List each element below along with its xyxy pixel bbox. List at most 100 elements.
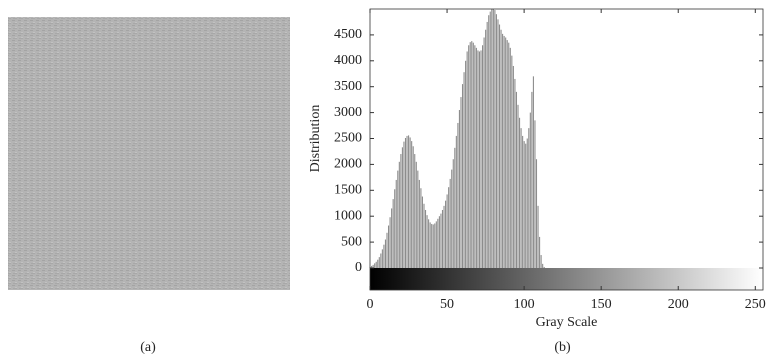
- y-tick-label: 500: [341, 234, 362, 249]
- y-tick-label: 3000: [334, 105, 362, 120]
- bar: [530, 113, 531, 268]
- y-tick-label: 4500: [334, 27, 362, 42]
- bar: [539, 237, 540, 268]
- bar: [408, 135, 409, 268]
- bar: [439, 216, 440, 268]
- bar: [374, 263, 375, 268]
- bar: [388, 226, 389, 268]
- bar: [377, 260, 378, 268]
- y-tick-label: 2500: [334, 131, 362, 146]
- bar: [431, 224, 432, 268]
- bar: [534, 120, 535, 268]
- bar: [406, 136, 407, 268]
- bar: [488, 15, 489, 268]
- bar: [453, 159, 454, 268]
- x-tick-label: 150: [591, 297, 612, 312]
- bar: [465, 61, 466, 268]
- gray-ramp: [370, 268, 763, 290]
- bar: [524, 141, 525, 268]
- bar: [425, 210, 426, 268]
- bar: [402, 147, 403, 268]
- bar: [517, 105, 518, 268]
- bar: [462, 84, 463, 268]
- bar: [397, 171, 398, 268]
- bar: [525, 144, 526, 268]
- bar: [519, 118, 520, 268]
- bar: [464, 72, 465, 268]
- bar: [505, 37, 506, 268]
- bar: [433, 224, 434, 268]
- bar: [390, 217, 391, 268]
- bar: [474, 45, 475, 268]
- bar: [514, 79, 515, 268]
- bar: [541, 255, 542, 268]
- bar: [379, 257, 380, 268]
- bar: [528, 128, 529, 268]
- panel-label: (a): [140, 340, 156, 355]
- x-tick-label: 0: [367, 297, 374, 312]
- bar: [491, 9, 492, 268]
- bar: [454, 148, 455, 268]
- bar: [448, 187, 449, 268]
- bar: [468, 45, 469, 268]
- bar: [386, 233, 387, 268]
- bar: [443, 206, 444, 268]
- bar: [423, 204, 424, 268]
- bar: [451, 170, 452, 268]
- bar: [493, 9, 494, 268]
- bar: [522, 136, 523, 268]
- bar: [427, 215, 428, 268]
- bar: [410, 137, 411, 268]
- bar: [445, 201, 446, 268]
- bar: [393, 199, 394, 268]
- bar: [419, 180, 420, 268]
- bar: [499, 25, 500, 268]
- bar: [484, 37, 485, 268]
- y-axis-label: Distribution: [308, 105, 323, 173]
- bar: [394, 189, 395, 268]
- bar: [485, 30, 486, 268]
- bar: [442, 210, 443, 268]
- bar: [531, 92, 532, 268]
- figure: (a) 050010001500200025003000350040004500…: [0, 0, 775, 358]
- bar: [467, 51, 468, 268]
- bar: [511, 56, 512, 268]
- bar: [405, 138, 406, 268]
- bar: [516, 92, 517, 268]
- bar: [476, 48, 477, 268]
- bar: [513, 66, 514, 268]
- bar: [383, 245, 384, 268]
- bar: [440, 214, 441, 268]
- bar: [422, 197, 423, 268]
- bar: [542, 264, 543, 268]
- bar: [533, 76, 534, 268]
- bar: [536, 159, 537, 268]
- bar: [537, 206, 538, 268]
- bar: [376, 262, 377, 268]
- bar: [460, 97, 461, 268]
- bar: [403, 142, 404, 268]
- y-tick-label: 3500: [334, 79, 362, 94]
- bar: [473, 43, 474, 268]
- bar: [428, 219, 429, 268]
- bar: [456, 136, 457, 268]
- bar: [508, 43, 509, 268]
- bar: [417, 171, 418, 268]
- bar: [434, 223, 435, 268]
- bar: [380, 253, 381, 268]
- bar: [479, 51, 480, 268]
- bar: [416, 162, 417, 268]
- bar: [477, 50, 478, 268]
- bar: [482, 45, 483, 268]
- bar: [411, 141, 412, 268]
- bar: [507, 40, 508, 268]
- bar: [399, 162, 400, 268]
- bar: [430, 222, 431, 268]
- bar: [385, 240, 386, 268]
- bar: [447, 194, 448, 268]
- y-tick-label: 0: [355, 260, 362, 275]
- x-tick-label: 50: [440, 297, 454, 312]
- bar: [510, 48, 511, 268]
- bar: [480, 50, 481, 268]
